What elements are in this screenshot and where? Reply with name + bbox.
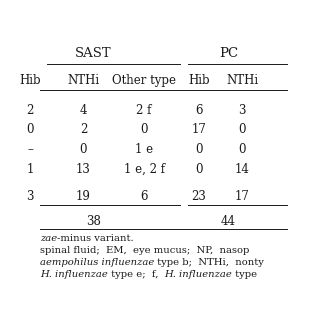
Text: H. influenzae: H. influenzae xyxy=(40,270,108,279)
Text: 44: 44 xyxy=(221,215,236,228)
Text: 23: 23 xyxy=(191,190,206,203)
Text: type e;  f,: type e; f, xyxy=(108,270,164,279)
Text: 0: 0 xyxy=(140,124,148,136)
Text: –: – xyxy=(27,143,33,156)
Text: NTHi: NTHi xyxy=(226,74,258,87)
Text: aempohilus influenzae: aempohilus influenzae xyxy=(40,258,154,267)
Text: 2 f: 2 f xyxy=(136,104,152,117)
Text: 1: 1 xyxy=(26,163,34,176)
Text: 3: 3 xyxy=(238,104,246,117)
Text: 2: 2 xyxy=(80,124,87,136)
Text: -minus variant.: -minus variant. xyxy=(57,234,134,243)
Text: H. influenzae: H. influenzae xyxy=(164,270,232,279)
Text: 1 e: 1 e xyxy=(135,143,153,156)
Text: 0: 0 xyxy=(195,163,203,176)
Text: 3: 3 xyxy=(26,190,34,203)
Text: 17: 17 xyxy=(191,124,206,136)
Text: type b;  NTHi,  nonty: type b; NTHi, nonty xyxy=(154,258,264,267)
Text: 14: 14 xyxy=(235,163,250,176)
Text: type: type xyxy=(232,270,257,279)
Text: Other type: Other type xyxy=(112,74,176,87)
Text: 0: 0 xyxy=(80,143,87,156)
Text: spinal fluid;  EM,  eye mucus;  NP,  nasop: spinal fluid; EM, eye mucus; NP, nasop xyxy=(40,246,249,255)
Text: Hib: Hib xyxy=(19,74,41,87)
Text: 2: 2 xyxy=(26,104,34,117)
Text: 0: 0 xyxy=(26,124,34,136)
Text: zae: zae xyxy=(40,234,57,243)
Text: PC: PC xyxy=(219,47,238,60)
Text: 13: 13 xyxy=(76,163,91,176)
Text: 17: 17 xyxy=(235,190,250,203)
Text: Hib: Hib xyxy=(188,74,210,87)
Text: 19: 19 xyxy=(76,190,91,203)
Text: 0: 0 xyxy=(195,143,203,156)
Text: 6: 6 xyxy=(195,104,203,117)
Text: 38: 38 xyxy=(86,215,101,228)
Text: 6: 6 xyxy=(140,190,148,203)
Text: SAST: SAST xyxy=(75,47,112,60)
Text: 0: 0 xyxy=(238,124,246,136)
Text: 0: 0 xyxy=(238,143,246,156)
Text: NTHi: NTHi xyxy=(67,74,100,87)
Text: 4: 4 xyxy=(80,104,87,117)
Text: 1 e, 2 f: 1 e, 2 f xyxy=(124,163,165,176)
